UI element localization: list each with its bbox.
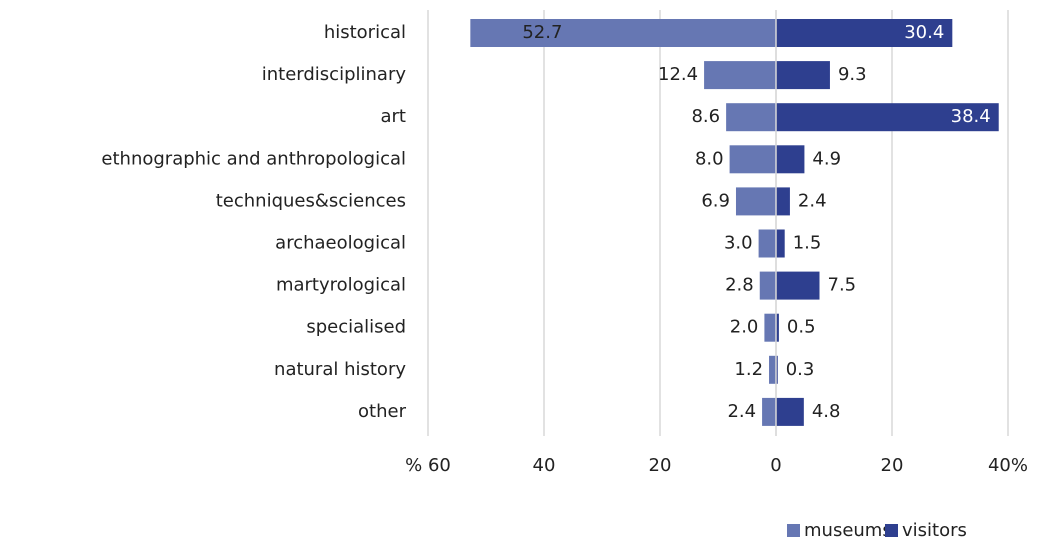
category-label: martyrological xyxy=(276,275,406,296)
data-label: 2.8 xyxy=(725,275,754,296)
bar xyxy=(776,355,778,384)
bar xyxy=(762,397,776,426)
bar xyxy=(759,271,776,300)
bar xyxy=(776,313,779,342)
bar xyxy=(776,187,790,216)
data-label: 38.4 xyxy=(951,106,991,127)
category-label: historical xyxy=(324,22,406,43)
data-label: 30.4 xyxy=(904,22,944,43)
legend-swatch xyxy=(787,524,800,537)
x-tick-label: 40% xyxy=(988,455,1028,476)
data-label: 2.0 xyxy=(730,317,759,338)
legend-label: museums xyxy=(804,520,892,541)
bar xyxy=(776,103,999,132)
data-label: 7.5 xyxy=(828,275,857,296)
bar xyxy=(735,187,776,216)
category-label: interdisciplinary xyxy=(262,64,407,85)
bar xyxy=(764,313,776,342)
bar xyxy=(729,145,776,174)
category-label: art xyxy=(381,106,407,127)
category-label: techniques&sciences xyxy=(216,190,406,211)
category-label: ethnographic and anthropological xyxy=(101,148,406,169)
data-label: 4.9 xyxy=(812,148,841,169)
legend-swatch xyxy=(885,524,898,537)
data-label: 0.3 xyxy=(786,359,815,380)
data-label: 8.0 xyxy=(695,148,724,169)
data-label: 6.9 xyxy=(701,190,730,211)
data-label: 52.7 xyxy=(522,22,562,43)
x-tick-label: % 60 xyxy=(405,455,451,476)
category-label: specialised xyxy=(306,317,406,338)
bar xyxy=(470,19,776,47)
x-tick-label: 20 xyxy=(881,455,904,476)
data-label: 2.4 xyxy=(727,401,756,422)
data-label: 4.8 xyxy=(812,401,841,422)
data-label: 12.4 xyxy=(658,64,698,85)
x-tick-label: 40 xyxy=(533,455,556,476)
data-label: 2.4 xyxy=(798,190,827,211)
bar xyxy=(726,103,776,132)
data-label: 8.6 xyxy=(691,106,720,127)
category-label: natural history xyxy=(274,359,406,380)
category-label: other xyxy=(358,401,407,422)
bar xyxy=(776,271,820,300)
data-label: 1.5 xyxy=(793,233,822,254)
bar xyxy=(758,229,776,258)
bar xyxy=(776,61,830,90)
bar xyxy=(704,61,776,90)
bar xyxy=(769,355,776,384)
category-label: archaeological xyxy=(275,233,406,254)
data-label: 1.2 xyxy=(734,359,763,380)
bar xyxy=(776,145,805,174)
x-tick-label: 20 xyxy=(649,455,672,476)
legend-label: visitors xyxy=(902,520,967,541)
data-label: 3.0 xyxy=(724,233,753,254)
data-label: 0.5 xyxy=(787,317,816,338)
bar xyxy=(776,397,804,426)
bar xyxy=(776,229,785,258)
data-label: 9.3 xyxy=(838,64,867,85)
bar xyxy=(776,19,953,47)
x-tick-label: 0 xyxy=(770,455,781,476)
